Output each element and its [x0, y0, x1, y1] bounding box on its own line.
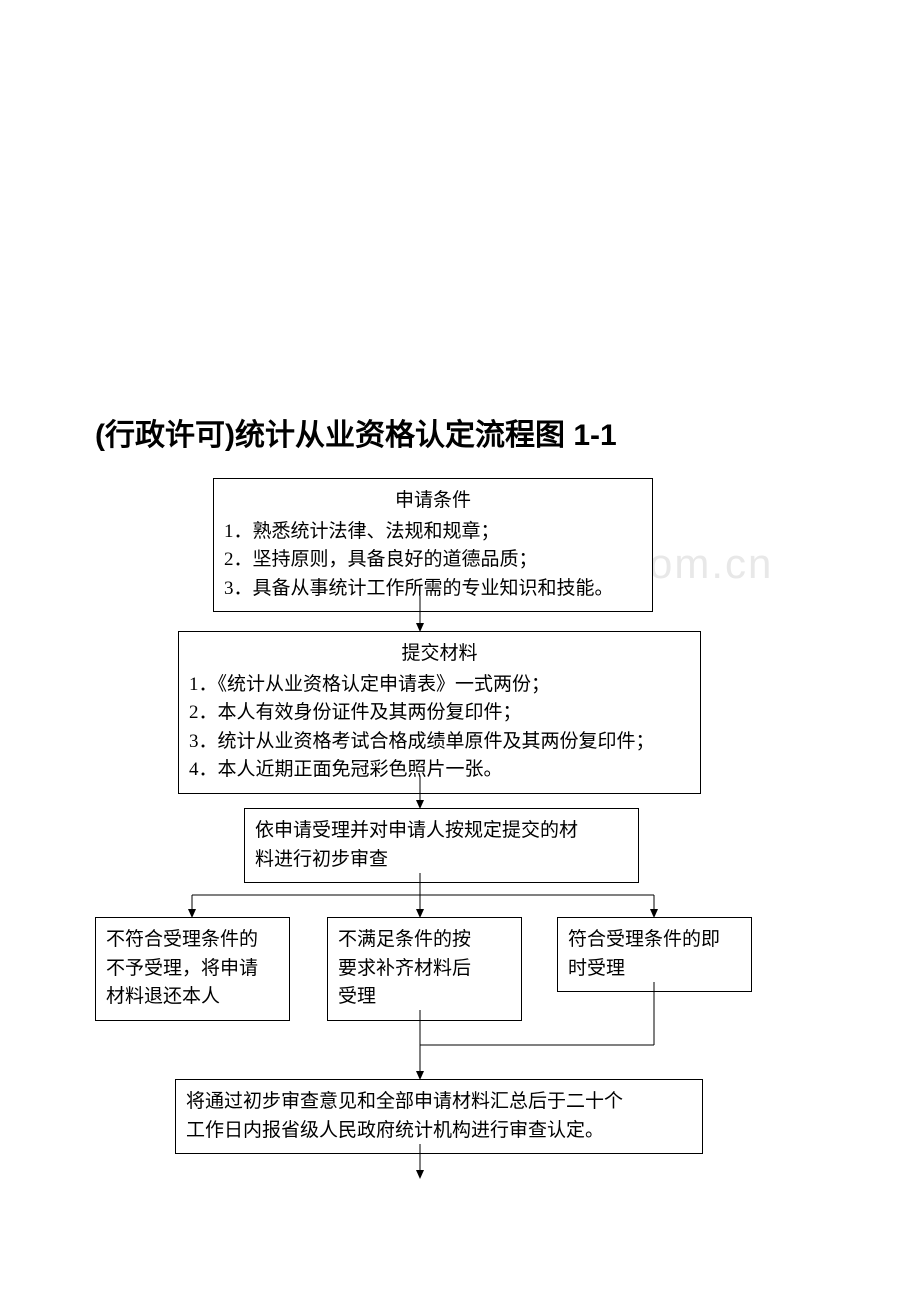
- node-line: 依申请受理并对申请人按规定提交的材: [255, 817, 628, 846]
- flowchart-node-materials: 提交材料 1．《统计从业资格认定申请表》一式两份； 2．本人有效身份证件及其两份…: [178, 631, 701, 794]
- node-line: 3．具备从事统计工作所需的专业知识和技能。: [224, 575, 642, 604]
- node-line: 1．《统计从业资格认定申请表》一式两份；: [189, 671, 690, 700]
- node-line: 料进行初步审查: [255, 846, 628, 875]
- flowchart-node-accept: 符合受理条件的即 时受理: [557, 917, 752, 992]
- node-line: 不予受理，将申请: [106, 955, 279, 984]
- node-line: 符合受理条件的即: [568, 926, 741, 955]
- node-line: 不满足条件的按: [338, 926, 511, 955]
- node-line: 2．本人有效身份证件及其两份复印件；: [189, 699, 690, 728]
- node-line: 3．统计从业资格考试合格成绩单原件及其两份复印件；: [189, 728, 690, 757]
- node-line: 工作日内报省级人民政府统计机构进行审查认定。: [186, 1117, 692, 1146]
- node-line: 将通过初步审查意见和全部申请材料汇总后于二十个: [186, 1088, 692, 1117]
- node-line: 2．坚持原则，具备良好的道德品质；: [224, 546, 642, 575]
- page-title: (行政许可)统计从业资格认定流程图 1-1: [95, 410, 617, 454]
- flowchart-node-conditions: 申请条件 1．熟悉统计法律、法规和规章； 2．坚持原则，具备良好的道德品质； 3…: [213, 478, 653, 612]
- node-line: 时受理: [568, 955, 741, 984]
- flowchart-node-review: 依申请受理并对申请人按规定提交的材 料进行初步审查: [244, 808, 639, 883]
- flowchart-node-report: 将通过初步审查意见和全部申请材料汇总后于二十个 工作日内报省级人民政府统计机构进…: [175, 1079, 703, 1154]
- node-line: 4．本人近期正面免冠彩色照片一张。: [189, 756, 690, 785]
- node-title: 申请条件: [224, 487, 642, 516]
- flowchart-node-reject: 不符合受理条件的 不予受理，将申请 材料退还本人: [95, 917, 290, 1021]
- node-line: 材料退还本人: [106, 983, 279, 1012]
- node-line: 1．熟悉统计法律、法规和规章；: [224, 518, 642, 547]
- node-line: 要求补齐材料后: [338, 955, 511, 984]
- node-line: 不符合受理条件的: [106, 926, 279, 955]
- node-title: 提交材料: [189, 640, 690, 669]
- flowchart-node-supplement: 不满足条件的按 要求补齐材料后 受理: [327, 917, 522, 1021]
- node-line: 受理: [338, 983, 511, 1012]
